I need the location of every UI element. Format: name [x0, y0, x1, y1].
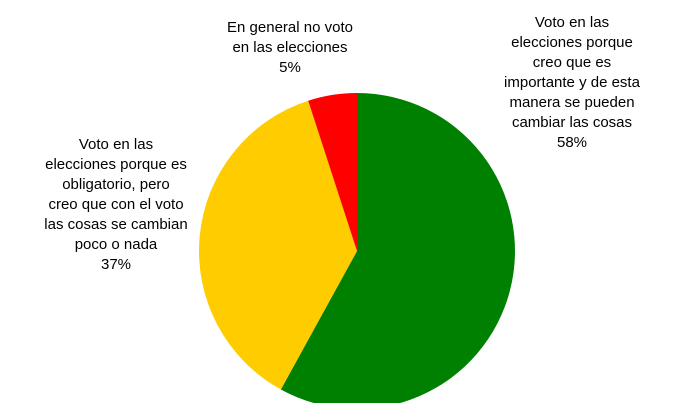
slice-value-label: 5% [279, 59, 301, 76]
slice-value-label: 37% [100, 256, 132, 273]
slice-label-obligatorio: Voto en las elecciones porque es obligat… [26, 135, 206, 275]
slice-label-line: obligatorio, pero [62, 176, 170, 193]
slice-label-line: importante y de esta [504, 74, 640, 91]
slice-label-line: En general no voto [227, 19, 353, 36]
slice-label-line: Voto en las [534, 14, 610, 31]
slice-label-line: en las elecciones [232, 39, 348, 56]
slice-label-line: creo que con el voto [48, 196, 184, 213]
slice-label-line: elecciones porque es [45, 156, 187, 173]
pie-slice-0 [280, 93, 515, 403]
slice-label-line: poco o nada [74, 236, 158, 253]
slice-label-line: manera se pueden [509, 94, 635, 111]
slice-label-line: las cosas se cambian [44, 216, 188, 233]
pie-slice-1 [198, 100, 357, 390]
pie-slice-2 [308, 93, 357, 251]
slice-label-line: creo que es [532, 54, 612, 71]
slice-label-importante: Voto en las elecciones porque creo que e… [490, 13, 654, 153]
slice-label-line: elecciones porque [511, 34, 633, 51]
slice-label-no-voto: En general no voto en las elecciones 5% [205, 18, 375, 78]
slice-value-label: 58% [556, 134, 588, 151]
slice-label-line: Voto en las [78, 136, 154, 153]
slice-label-line: cambiar las cosas [511, 114, 633, 131]
